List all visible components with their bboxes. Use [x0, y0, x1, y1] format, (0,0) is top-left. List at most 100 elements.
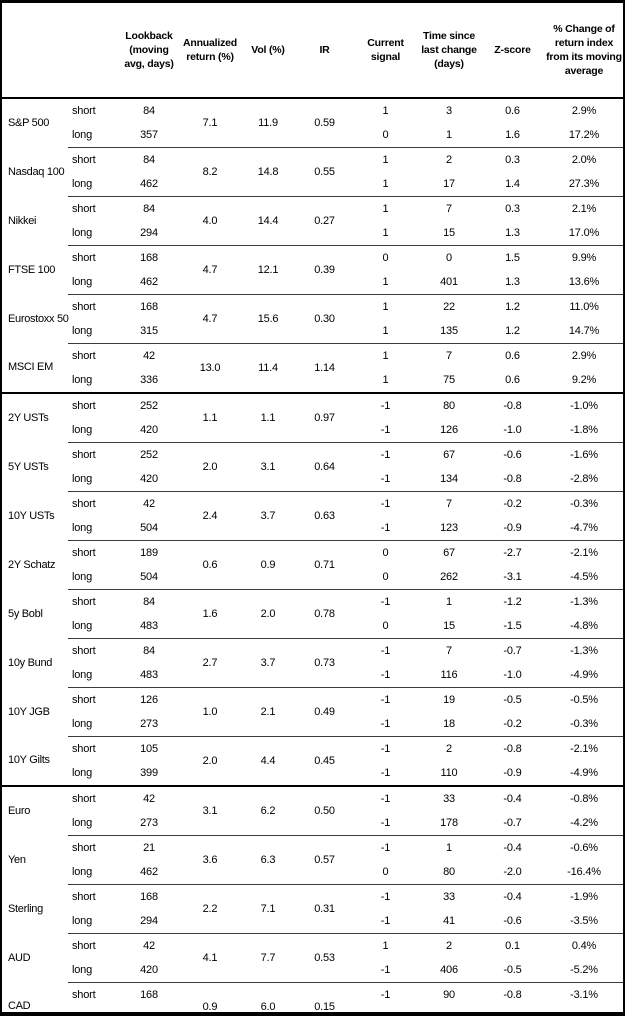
lookback-cell: 294 — [140, 914, 158, 927]
lookback-cell: 42 — [118, 785, 180, 811]
leg-cell: short — [68, 540, 118, 565]
vol-cell: 2.1 — [240, 687, 296, 737]
z-score-cell: 1.4 — [505, 177, 520, 190]
pct-change-cell: -1.3% — [545, 638, 623, 663]
lookback-cell: 42 — [118, 933, 180, 958]
leg-cell: long — [72, 668, 92, 681]
header-vol: Vol (%) — [240, 3, 296, 99]
annualized-return-cell: 1.6 — [180, 589, 240, 639]
time-since-cell: 7 — [418, 638, 480, 663]
row-5y-usts-long: long 420 -1 134 -0.8 -2.8% — [2, 467, 623, 492]
z-score-cell: -0.7 — [503, 816, 522, 829]
current-signal-cell: -1 — [353, 392, 418, 418]
time-since-cell: 67 — [418, 442, 480, 467]
row-5y-usts-short: 5Y USTs short 252 2.0 3.1 0.64 -1 67 -0.6 -1.6% — [2, 442, 623, 492]
z-score-cell: -1.5 — [503, 619, 522, 632]
leg-cell: long — [72, 914, 92, 927]
annualized-return-cell: 2.0 — [180, 736, 240, 786]
header-current-signal: Current signal — [353, 3, 418, 99]
row-5y-bobl-short: 5y Bobl short 84 1.6 2.0 0.78 -1 1 -1.2 -1.3% — [2, 589, 623, 639]
vol-cell: 7.7 — [240, 933, 296, 983]
annualized-return-cell: 2.4 — [180, 491, 240, 541]
vol-cell: 11.4 — [240, 343, 296, 393]
ir-cell: 0.59 — [296, 97, 353, 148]
lookback-cell: 504 — [118, 1007, 180, 1016]
pct-change-cell: -0.3% — [545, 491, 623, 516]
ir-cell: 0.49 — [296, 687, 353, 737]
pct-change-cell: -4.5% — [570, 570, 598, 583]
annualized-return-cell: 2.2 — [180, 884, 240, 934]
vol-cell: 4.4 — [240, 736, 296, 786]
lookback-cell: 252 — [118, 392, 180, 418]
z-score-cell: 0.1 — [480, 933, 545, 958]
row-10y-bund-long: long 483 -1 116 -1.0 -4.9% — [2, 663, 623, 688]
row-sterling-short: Sterling short 168 2.2 7.1 0.31 -1 33 -0.4 -1.9% — [2, 884, 623, 934]
current-signal-cell: 1 — [382, 275, 389, 288]
time-since-cell: 80 — [418, 392, 480, 418]
row-msci-em-short: MSCI EM short 42 13.0 11.4 1.14 1 7 0.6 2.9% — [2, 343, 623, 393]
pct-change-cell: -16.4% — [567, 865, 601, 878]
pct-change-cell: -3.1% — [545, 982, 623, 1007]
leg-cell: short — [68, 97, 118, 123]
annualized-return-cell: 7.1 — [180, 97, 240, 148]
lookback-cell: 462 — [140, 865, 158, 878]
z-score-cell: -0.5 — [480, 687, 545, 712]
current-signal-cell: 1 — [353, 196, 418, 221]
z-score-cell: -0.6 — [503, 914, 522, 927]
instrument-cell: Eurostoxx 50 — [8, 312, 69, 325]
instrument-cell: 10Y JGB — [8, 705, 50, 718]
annualized-return-cell: 4.1 — [180, 933, 240, 983]
current-signal-cell: 0 — [353, 245, 418, 270]
leg-cell: short — [68, 245, 118, 270]
pct-change-cell: 27.3% — [568, 177, 600, 190]
current-signal-cell: 0 — [382, 865, 389, 878]
leg-cell: short — [68, 343, 118, 368]
ir-cell: 0.71 — [296, 540, 353, 590]
row-ftse-100-short: FTSE 100 short 168 4.7 12.1 0.39 0 0 1.5 9.9% — [2, 245, 623, 295]
table-header: Lookback (moving avg, days) Annualized r… — [2, 3, 623, 99]
time-since-cell: 90 — [418, 982, 480, 1007]
pct-change-cell: -0.6% — [545, 835, 623, 860]
ir-cell: 0.50 — [296, 785, 353, 836]
current-signal-cell: 1 — [353, 294, 418, 319]
row-10y-gilts-long: long 399 -1 110 -0.9 -4.9% — [2, 761, 623, 786]
leg-cell: long — [72, 226, 92, 239]
z-score-cell: -0.2 — [503, 717, 522, 730]
leg-cell: short — [68, 147, 118, 172]
row-eurostoxx-50-long: long 315 1 135 1.2 14.7% — [2, 319, 623, 344]
ir-cell: 0.55 — [296, 147, 353, 197]
time-since-cell: 1 — [446, 128, 452, 141]
pct-change-cell: -4.9% — [570, 668, 598, 681]
pct-change-cell: 17.2% — [568, 128, 600, 141]
instrument-cell: S&P 500 — [8, 116, 50, 129]
leg-cell: long — [72, 963, 92, 976]
row-2y-schatz-long: long 504 0 262 -3.1 -4.5% — [2, 565, 623, 590]
lookback-cell: 504 — [140, 521, 158, 534]
instrument-cell: Nikkei — [8, 214, 37, 227]
annualized-return-cell: 4.7 — [180, 245, 240, 295]
time-since-cell: 110 — [440, 766, 458, 779]
time-since-cell: 123 — [440, 521, 458, 534]
time-since-cell: 0 — [418, 245, 480, 270]
ir-cell: 0.39 — [296, 245, 353, 295]
current-signal-cell: -1 — [353, 736, 418, 761]
table-body: S&P 500 short 84 7.1 11.9 0.59 1 3 0.6 2.9% long 35… — [2, 97, 623, 1016]
row-nikkei-short: Nikkei short 84 4.0 14.4 0.27 1 7 0.3 2.1% — [2, 196, 623, 246]
current-signal-cell: -1 — [380, 423, 391, 436]
vol-cell: 11.9 — [240, 97, 296, 148]
vol-cell: 1.1 — [240, 392, 296, 443]
time-since-cell: 116 — [440, 668, 458, 681]
pct-change-cell: 2.1% — [545, 196, 623, 221]
current-signal-cell: -1 — [380, 914, 391, 927]
z-score-cell: 0.6 — [505, 373, 520, 386]
lookback-cell: 483 — [140, 619, 158, 632]
pct-change-cell: -0.3% — [570, 717, 598, 730]
time-since-cell: 262 — [440, 570, 458, 583]
row-eurostoxx-50-short: Eurostoxx 50 short 168 4.7 15.6 0.30 1 22 1.2 11.… — [2, 294, 623, 344]
z-score-cell: 1.5 — [480, 245, 545, 270]
leg-cell: short — [68, 294, 118, 319]
z-score-cell: 1.3 — [505, 275, 520, 288]
lookback-cell: 336 — [140, 373, 158, 386]
row-2y-usts-short: 2Y USTs short 252 1.1 1.1 0.97 -1 80 -0.8 -1.0% — [2, 392, 623, 443]
row-cad-short: CAD short 168 0.9 6.0 0.15 -1 90 -0.8 -3.1% — [2, 982, 623, 1016]
